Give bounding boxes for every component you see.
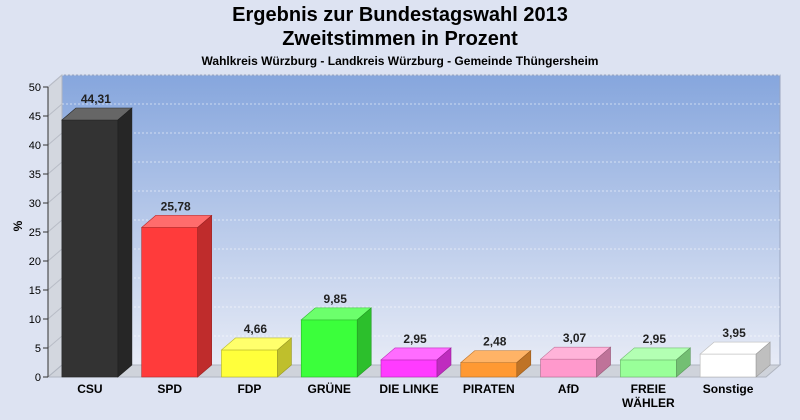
bar-side (755, 341, 771, 378)
bar-front (620, 359, 677, 378)
bar-side (676, 347, 691, 378)
bar-afd (539, 346, 612, 378)
bar-front (540, 358, 597, 378)
bar-front (699, 353, 757, 378)
gridline-wall (47, 190, 63, 204)
x-tick-label: CSU (77, 382, 102, 396)
bar-front (380, 359, 438, 378)
bar-front (460, 362, 518, 378)
data-label: 25,78 (161, 199, 191, 213)
chart-title: Ergebnis zur Bundestagswahl 2013 (232, 4, 568, 26)
bar-front (61, 119, 119, 378)
data-label: 2,95 (643, 332, 667, 346)
data-label: 2,95 (403, 332, 427, 346)
bar-front (300, 319, 358, 378)
gridline-wall (47, 248, 63, 262)
bar-front (141, 227, 198, 378)
chart-title-line2: Zweitstimmen in Prozent (282, 28, 518, 50)
bar-side (117, 107, 133, 378)
bar-side (356, 307, 372, 378)
x-tick-label: AfD (558, 382, 580, 396)
bar-grüne (300, 307, 373, 378)
gridline-wall (47, 74, 63, 88)
bar-side (197, 214, 212, 378)
x-tick-label: GRÜNE (308, 381, 351, 396)
x-tick-label: SPD (157, 382, 182, 396)
bar-spd (140, 214, 213, 378)
x-tick-label: Sonstige (703, 382, 754, 396)
bar-side (277, 337, 292, 378)
y-tick-label: 30 (29, 198, 41, 210)
data-label: 3,95 (722, 326, 746, 340)
bar-sonstige (699, 341, 771, 378)
bar-freie-wähler (619, 347, 692, 378)
x-tick-label: FDP (237, 382, 261, 396)
y-tick-label: 5 (35, 343, 41, 355)
y-tick-label: 45 (29, 111, 41, 123)
bar-fdp (220, 337, 293, 378)
bar-die-linke (380, 347, 452, 378)
y-tick-label: 10 (29, 314, 41, 326)
gridline-wall (47, 306, 63, 320)
x-tick-label: FREIE (631, 382, 666, 396)
y-axis-label: % (11, 220, 25, 231)
y-tick-label: 25 (29, 227, 41, 239)
y-tick-label: 20 (29, 256, 41, 268)
bar-side (436, 347, 452, 378)
data-label: 44,31 (81, 92, 111, 106)
x-tick-label: DIE LINKE (379, 382, 438, 396)
gridline-wall (47, 132, 63, 146)
y-tick-label: 0 (35, 372, 41, 384)
gridline-wall (47, 103, 63, 117)
bar-csu (61, 107, 133, 378)
chart-subtitle: Wahlkreis Würzburg - Landkreis Würzburg … (201, 54, 599, 68)
bar-side (596, 346, 611, 378)
data-label: 4,66 (244, 322, 268, 336)
bar-piraten (459, 349, 532, 378)
x-tick-label: PIRATEN (463, 382, 515, 396)
y-tick-label: 35 (29, 169, 41, 181)
data-label: 9,85 (324, 292, 348, 306)
y-tick-label: 50 (29, 82, 41, 94)
gridline-wall (47, 219, 63, 233)
bar-front (221, 349, 278, 378)
bar-side (516, 349, 532, 378)
gridline-wall (47, 335, 63, 349)
data-label: 3,07 (563, 331, 587, 345)
x-tick-label: WÄHLER (622, 395, 675, 410)
data-label: 2,48 (483, 335, 507, 349)
y-tick-label: 15 (29, 285, 41, 297)
y-tick-label: 40 (29, 140, 41, 152)
gridline-wall (47, 161, 63, 175)
gridline-wall (47, 277, 63, 291)
